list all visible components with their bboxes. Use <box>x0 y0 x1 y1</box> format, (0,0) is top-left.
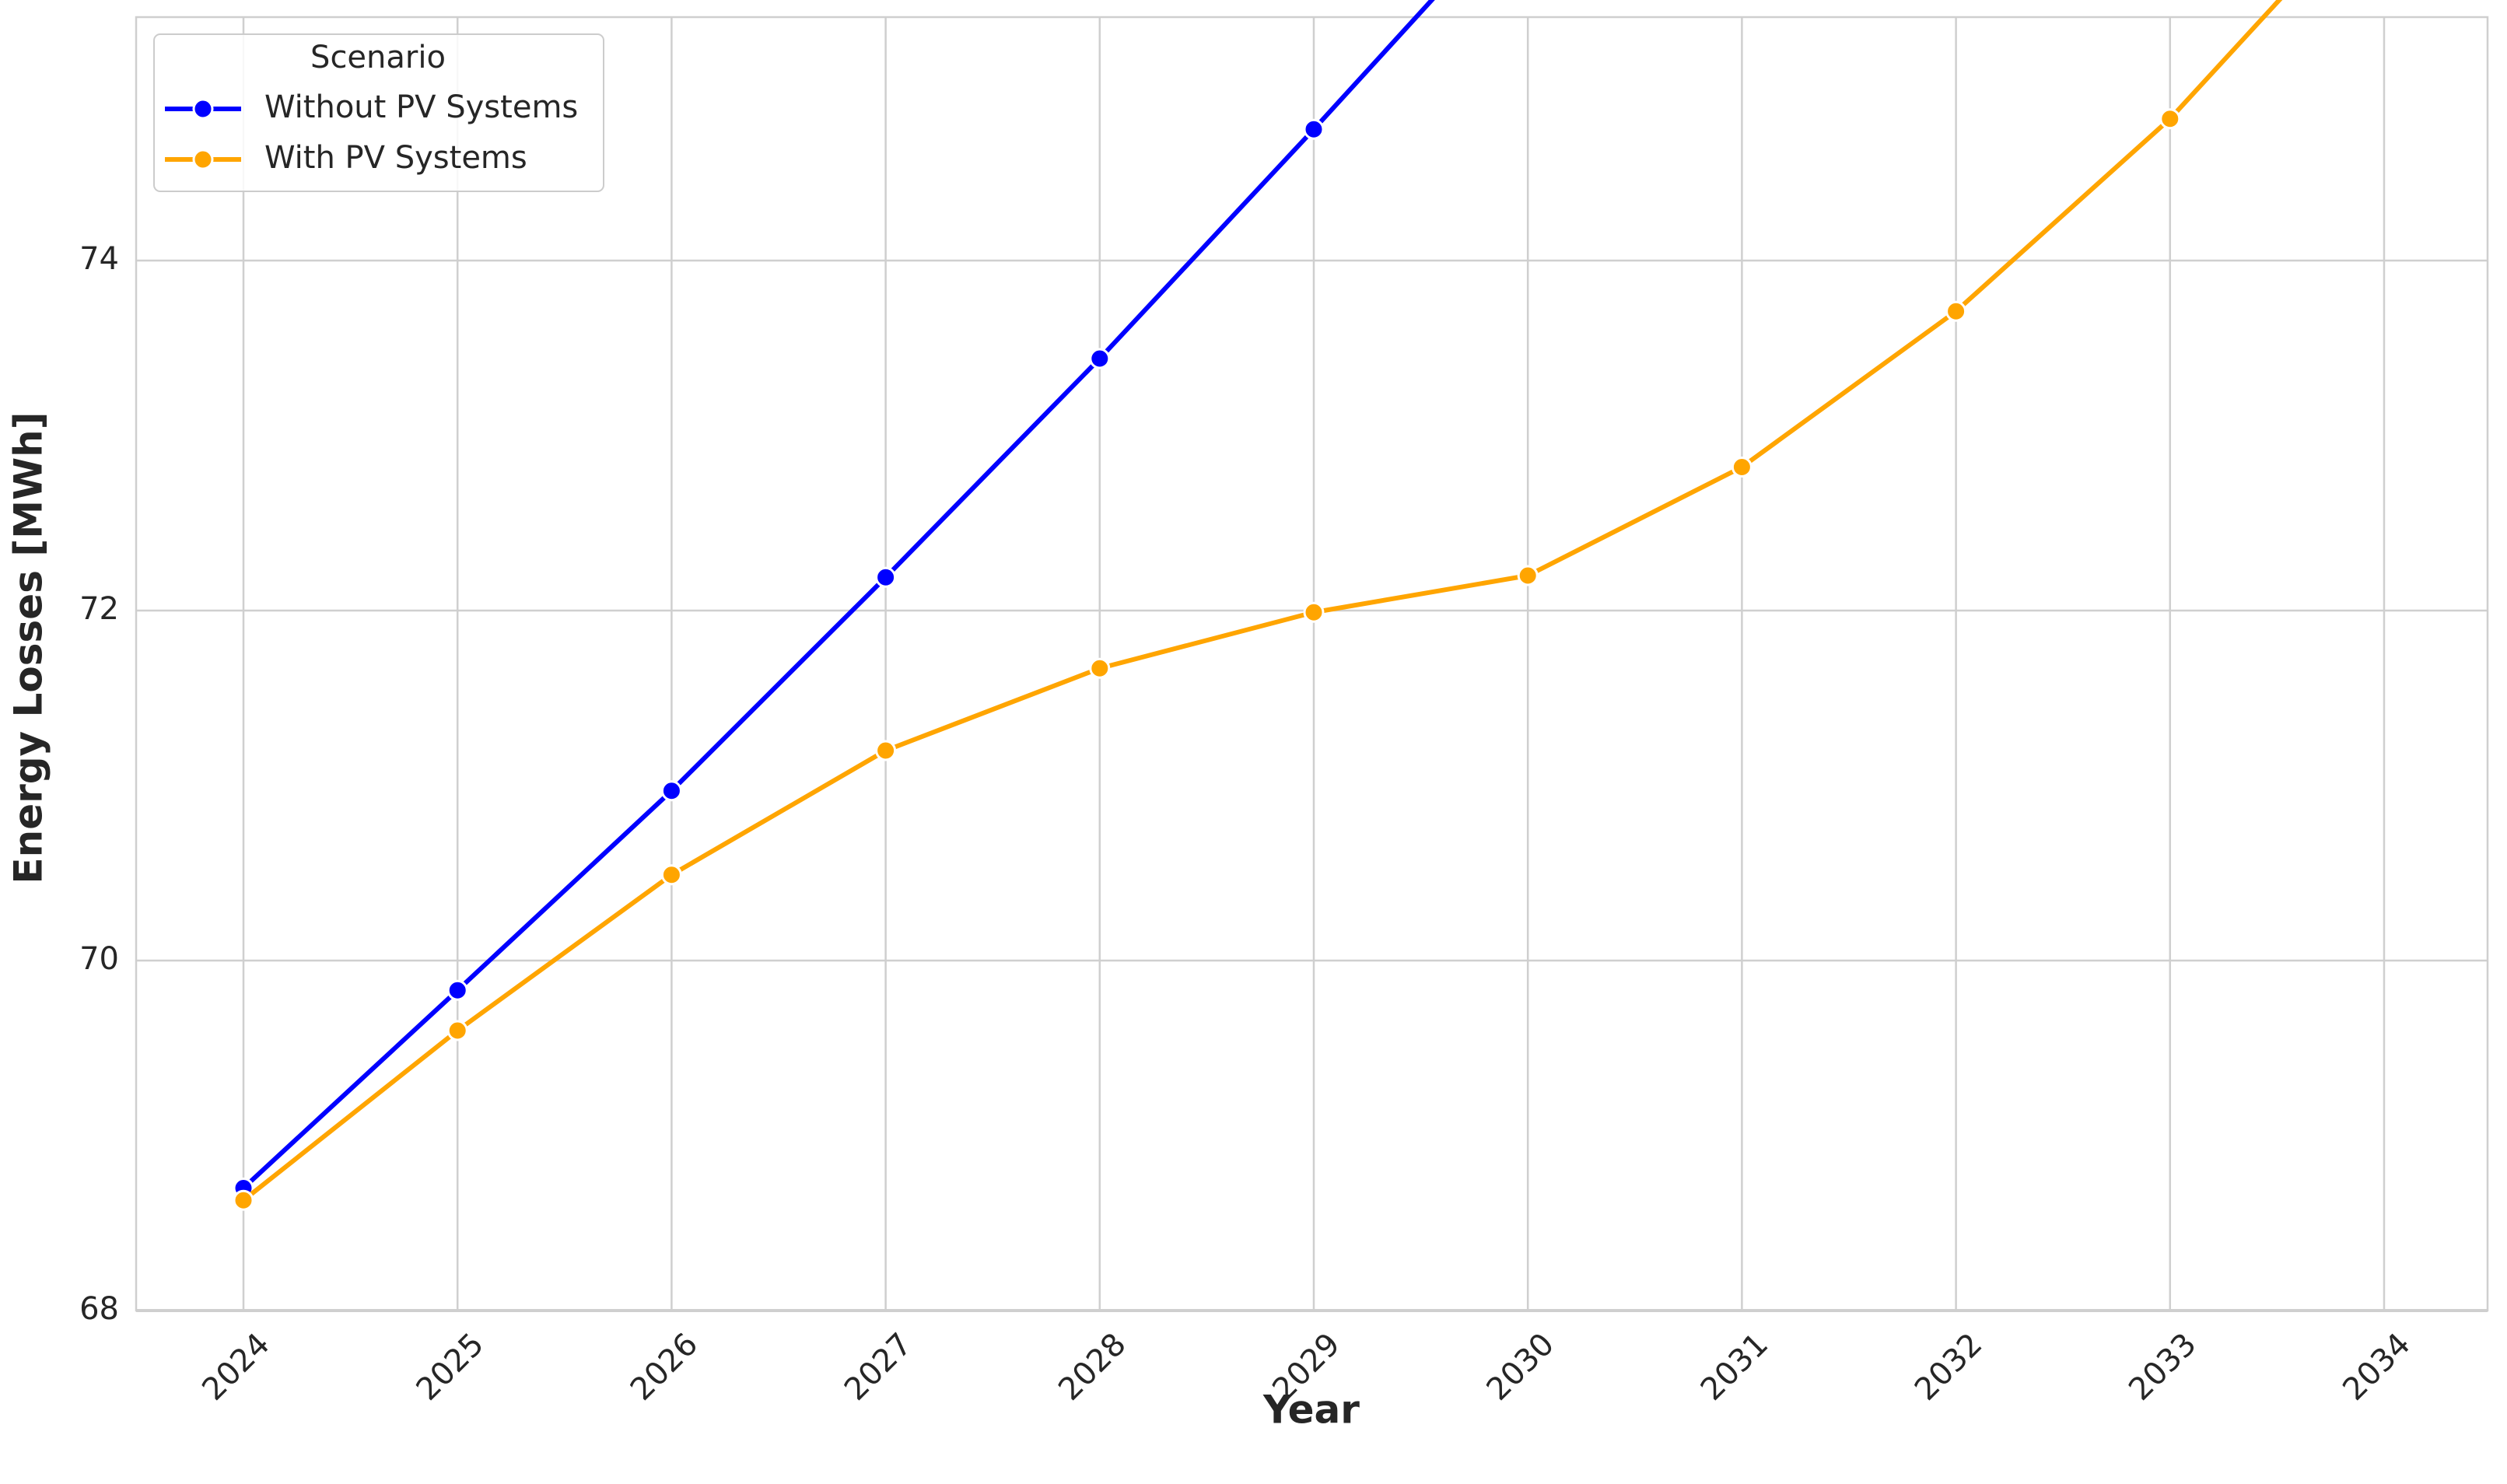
data-point-with-pv-systems <box>1517 565 1539 586</box>
data-point-without-pv-systems <box>1303 118 1325 140</box>
data-point-without-pv-systems <box>1089 348 1111 369</box>
data-point-without-pv-systems <box>446 979 468 1001</box>
legend-label-with-pv: With PV Systems <box>264 140 527 176</box>
series-layer <box>233 0 2283 1211</box>
legend: Scenario Without PV Systems With PV Syst… <box>153 33 604 192</box>
y-axis-title: Energy Losses [MWh] <box>6 411 51 884</box>
data-point-with-pv-systems <box>660 864 682 886</box>
legend-marker-without-pv <box>192 98 214 120</box>
data-point-with-pv-systems <box>1945 300 1967 322</box>
plot-frame <box>135 16 2489 1312</box>
y-tick-label: 70 <box>79 941 119 977</box>
data-point-with-pv-systems <box>1303 601 1325 623</box>
y-tick-label: 72 <box>79 591 119 627</box>
data-point-with-pv-systems <box>446 1020 468 1041</box>
data-point-with-pv-systems <box>875 740 897 761</box>
legend-title: Scenario <box>310 40 446 75</box>
grid <box>136 17 2488 1312</box>
data-point-without-pv-systems <box>660 780 682 802</box>
y-tick-label: 74 <box>79 241 119 277</box>
data-point-without-pv-systems <box>875 566 897 588</box>
y-tick-labels: 6870727476788082 <box>79 241 119 1327</box>
legend-marker-with-pv <box>192 149 214 170</box>
legend-label-without-pv: Without PV Systems <box>264 89 578 125</box>
data-point-with-pv-systems <box>1731 457 1752 478</box>
data-point-with-pv-systems <box>233 1189 254 1211</box>
legend-item-without-pv: Without PV Systems <box>165 89 578 125</box>
x-axis-title: Year <box>1262 1388 1360 1433</box>
legend-item-with-pv: With PV Systems <box>165 140 527 176</box>
data-point-with-pv-systems <box>2159 108 2181 130</box>
y-tick-label: 68 <box>79 1291 119 1327</box>
legend-box <box>153 33 604 192</box>
data-point-with-pv-systems <box>1089 657 1111 679</box>
